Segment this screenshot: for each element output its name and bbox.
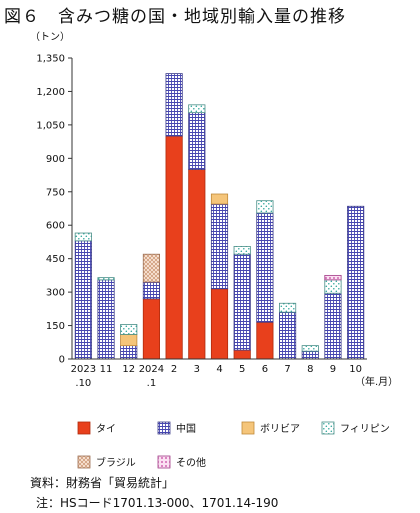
bar-segment (256, 200, 274, 214)
legend-swatch (77, 455, 91, 469)
bar-segment (97, 279, 115, 360)
bar-segment (120, 324, 138, 335)
x-tick-label: 4 (216, 364, 222, 375)
legend-label: ブラジル (96, 456, 136, 469)
x-tick-label: 2023 (71, 364, 96, 375)
hs-code-note: 注：HSコード1701.13-000、1701.14-190 (36, 496, 279, 510)
x-tick-label: 12 (122, 364, 135, 375)
y-axis-unit-label: （トン） (30, 31, 70, 43)
bar-segment (188, 104, 206, 114)
legend-swatch (157, 421, 171, 435)
bar-segment (142, 298, 160, 360)
y-axis: 0 150 300 450 600 750 900 1,050 1,200 1,350 (36, 54, 73, 366)
y-tick-label: 1,050 (36, 120, 65, 131)
legend-label: フィリピン (340, 423, 390, 435)
bar-segment (210, 203, 229, 290)
x-tick-label: 9 (330, 364, 336, 375)
y-tick-label: 150 (46, 321, 65, 332)
bar-segment (233, 253, 251, 351)
bar-segment (233, 349, 251, 360)
legend-label: タイ (96, 423, 116, 435)
bar-segment (256, 321, 274, 360)
bar-segment (279, 302, 297, 313)
legend-swatch (321, 421, 335, 435)
x-tick-label: 7 (284, 364, 290, 375)
x-tick-label: 2 (171, 364, 177, 375)
y-tick-label: 0 (59, 355, 65, 366)
bar-segment (120, 334, 138, 347)
x-tick-label: 11 (100, 364, 113, 375)
bar-segment (188, 169, 206, 360)
bar-segment (165, 135, 183, 360)
legend-label: ボリビア (260, 423, 300, 435)
y-tick-label: 450 (46, 254, 65, 265)
stacked-bar-chart: （トン） 01503004506007509001,0501,2001,350 … (30, 31, 398, 469)
bar-segment (74, 240, 92, 360)
legend-label: 中国 (176, 422, 196, 435)
bar-segment (301, 350, 319, 360)
x-tick-label: 6 (262, 364, 268, 375)
x-axis: 2023 .10 11 12 2024 .1 2 3 4 5 6 7 8 9 10 (71, 358, 367, 389)
bar-segment (324, 279, 342, 294)
y-tick-label: 300 (46, 288, 65, 299)
bar-segment (210, 288, 229, 360)
x-tick-label: .1 (147, 378, 157, 389)
y-tick-label: 750 (46, 187, 65, 198)
legend-swatch (77, 421, 91, 435)
bar-segment (210, 193, 229, 205)
legend-label: その他 (176, 456, 206, 469)
bar-segment (120, 345, 138, 360)
bar-segment (256, 212, 274, 323)
source-note: 資料：財務省「貿易統計」 (30, 476, 175, 490)
bar-segment (233, 245, 251, 255)
bars-group (74, 73, 365, 360)
bar-segment (324, 292, 342, 360)
bar-segment (97, 277, 115, 281)
bar-segment (347, 205, 365, 360)
x-tick-label: 2024 (139, 364, 164, 375)
bar-segment (301, 345, 319, 352)
x-tick-label: 5 (239, 364, 245, 375)
legend-swatch (241, 421, 255, 435)
y-tick-label: 900 (46, 154, 65, 165)
x-axis-unit-label: （年.月） (355, 375, 398, 388)
y-tick-label: 1,350 (36, 54, 65, 65)
figure-title: 図６ 含みつ糖の国・地域別輸入量の推移 (4, 7, 346, 27)
bar-segment (74, 232, 92, 242)
x-tick-label: 8 (307, 364, 313, 375)
bar-segment (324, 274, 342, 281)
x-tick-label: 10 (349, 364, 362, 375)
x-tick-label: 3 (194, 364, 200, 375)
bar-segment (142, 281, 160, 300)
bar-segment (279, 311, 297, 360)
bar-segment (165, 73, 183, 137)
bar-segment (142, 253, 160, 283)
bar-segment (188, 112, 206, 170)
y-tick-label: 600 (46, 221, 65, 232)
legend-swatch (157, 455, 171, 469)
x-tick-label: .10 (75, 378, 91, 389)
y-tick-label: 1,200 (36, 87, 65, 98)
